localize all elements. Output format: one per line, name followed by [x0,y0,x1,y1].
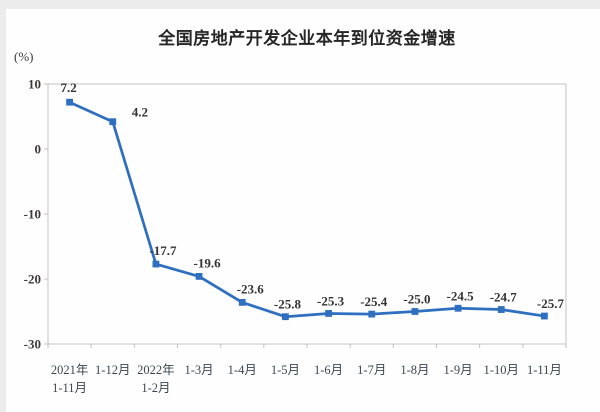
data-point-marker-6 [325,310,332,317]
data-label-7: -25.4 [360,294,388,309]
x-tick-label-10-line1: 1-10月 [484,363,519,377]
data-point-marker-1 [109,118,117,126]
data-label-3: -19.6 [194,255,222,270]
y-tick-label-2: -10 [24,207,41,222]
data-label-1: 4.2 [132,105,148,120]
plot-frame [47,83,567,345]
data-point-marker-4 [238,299,246,306]
data-point-marker-0 [66,98,73,106]
x-tick-label-1-line1: 1-12月 [95,363,130,377]
y-tick-label-1: 0 [35,142,42,157]
data-point-marker-10 [497,306,505,313]
x-tick-label-5-line1: 1-5月 [271,363,300,377]
series-line [68,100,546,319]
data-point-marker-9 [454,304,462,312]
data-label-0: 7.2 [60,80,76,95]
x-tick-label-9-line1: 1-9月 [443,363,472,377]
data-label-9: -24.5 [447,288,475,303]
y-tick-label-4: -30 [24,337,41,352]
x-tick-label-0-line2: 1-11月 [52,381,87,395]
y-tick-label-0: 10 [28,77,41,92]
x-tick-label-6-line1: 1-6月 [314,363,343,377]
data-label-5: -25.8 [274,297,302,312]
data-point-marker-7 [368,310,376,318]
data-label-8: -25.0 [403,292,430,307]
data-point-marker-2 [152,260,160,268]
y-tick-label-3: -20 [24,272,41,287]
x-tick-label-11-line1: 1-11月 [527,363,562,377]
data-point-marker-5 [282,313,289,321]
data-point-marker-8 [411,308,419,315]
data-label-11: -25.7 [537,296,565,311]
x-tick-label-0-line1: 2021年 [51,363,89,377]
data-point-marker-3 [195,273,203,280]
x-tick-label-3-line1: 1-3月 [184,363,213,377]
x-tick-label-7-line1: 1-7月 [357,363,386,377]
x-tick-label-4-line1: 1-4月 [228,363,257,377]
y-axis-unit-label: (%) [14,49,34,64]
chart-title: 全国房地产开发企业本年到位资金增速 [158,29,456,48]
data-label-2: -17.7 [149,243,177,258]
data-point-marker-11 [541,312,548,320]
x-tick-label-8-line1: 1-8月 [400,363,429,377]
x-tick-label-2-line1: 2022年 [137,363,175,377]
page-background-strip-left [0,0,6,412]
page-background-strip-top [0,0,600,9]
data-label-4: -23.6 [237,281,265,296]
data-label-6: -25.3 [317,293,345,308]
x-tick-label-2-line2: 1-2月 [141,381,170,395]
data-label-10: -24.7 [490,290,518,305]
